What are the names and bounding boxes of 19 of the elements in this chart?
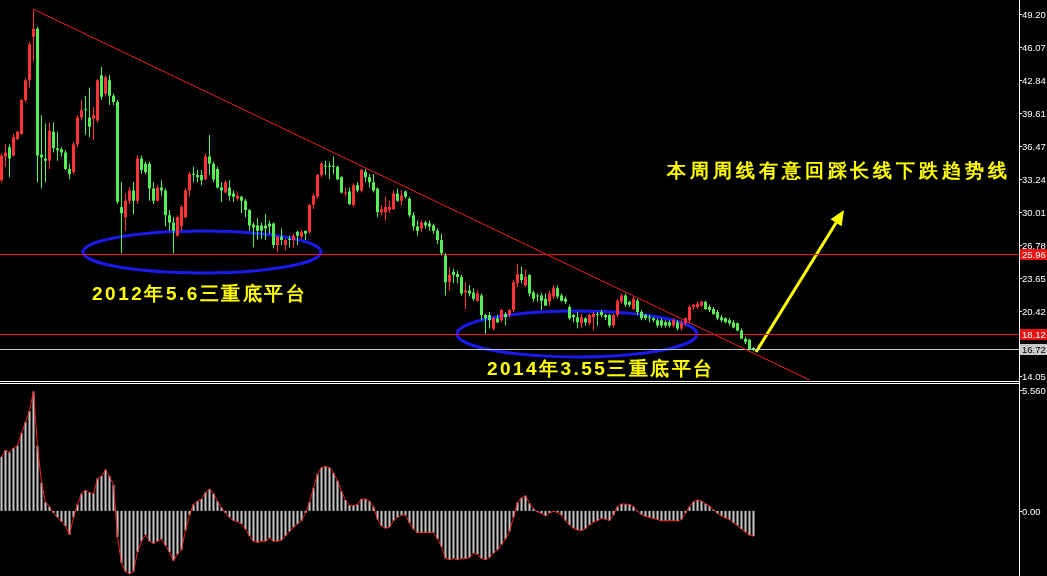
y-tick-label: 46.07: [1022, 42, 1046, 53]
ref-line-label: 16.72: [1022, 344, 1046, 355]
ref-line-label: 18.12: [1022, 329, 1046, 340]
annotation: 本周周线有意回踩长线下跌趋势线: [666, 159, 1007, 181]
ref-line-label: 25.96: [1022, 249, 1046, 260]
y-tick-label: 23.65: [1022, 273, 1046, 284]
annotation: 2014年3.55三重底平台: [487, 357, 712, 379]
y-tick-label: 20.42: [1022, 306, 1046, 317]
y-tick-label: 42.84: [1022, 75, 1046, 86]
annotation: 2012年5.6三重底平台: [92, 282, 305, 304]
y-tick-label: 49.20: [1022, 9, 1046, 20]
y-tick-label: 14.05: [1022, 371, 1046, 382]
y-tick-label: 39.61: [1022, 108, 1046, 119]
y-tick-label: 5.560: [1022, 385, 1046, 396]
y-tick-label: 36.47: [1022, 141, 1046, 152]
y-tick-label: 30.01: [1022, 207, 1046, 218]
y-tick-label: 0.00: [1022, 506, 1041, 517]
y-tick-label: 33.24: [1022, 174, 1046, 185]
y-tick-label: 26.78: [1022, 240, 1046, 251]
